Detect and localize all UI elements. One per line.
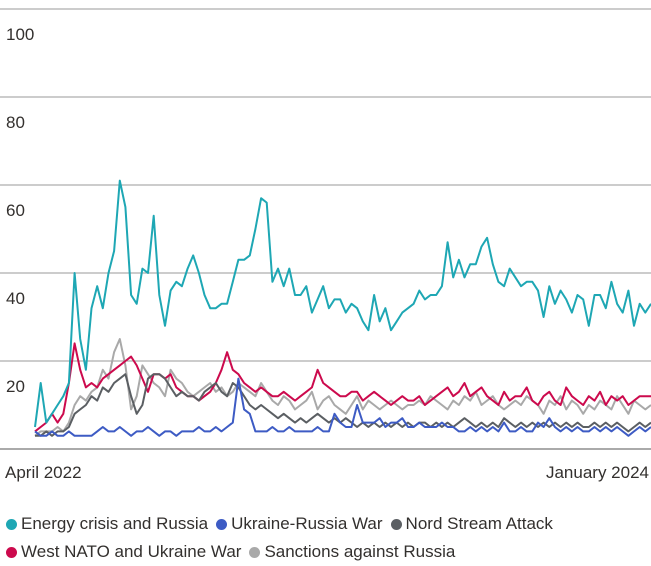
legend-label: West NATO and Ukraine War — [21, 542, 242, 561]
legend-item: Energy crisis and Russia — [6, 510, 208, 538]
legend: Energy crisis and Russia Ukraine-Russia W… — [6, 510, 646, 566]
x-tick-label: April 2022 — [5, 463, 82, 482]
legend-dot — [6, 546, 17, 558]
y-tick-label: 20 — [6, 377, 25, 396]
series-line — [35, 373, 651, 437]
y-tick-label: 100 — [6, 25, 34, 44]
legend-dot — [249, 546, 261, 558]
y-tick-label: 80 — [6, 113, 25, 132]
legend-label: Nord Stream Attack — [405, 514, 553, 533]
legend-dot — [6, 518, 17, 530]
legend-item: Ukraine-Russia War — [216, 510, 383, 538]
series-line — [34, 179, 651, 428]
chart: 20 40 60 80 100 April 2022 January 2024 — [0, 8, 651, 482]
series-line — [34, 342, 651, 433]
series-line — [34, 377, 651, 437]
x-tick-label: January 2024 — [546, 463, 649, 482]
series-line — [34, 338, 651, 437]
legend-dot — [216, 518, 228, 530]
legend-label: Sanctions against Russia — [264, 542, 456, 561]
legend-item: West NATO and Ukraine War — [6, 538, 241, 566]
legend-label: Energy crisis and Russia — [21, 514, 209, 533]
y-tick-label: 60 — [6, 201, 25, 220]
legend-dot — [390, 518, 402, 530]
legend-item: Nord Stream Attack — [390, 510, 553, 538]
legend-item: Sanctions against Russia — [249, 538, 455, 566]
y-tick-label: 40 — [6, 289, 25, 308]
legend-label: Ukraine-Russia War — [231, 514, 383, 533]
